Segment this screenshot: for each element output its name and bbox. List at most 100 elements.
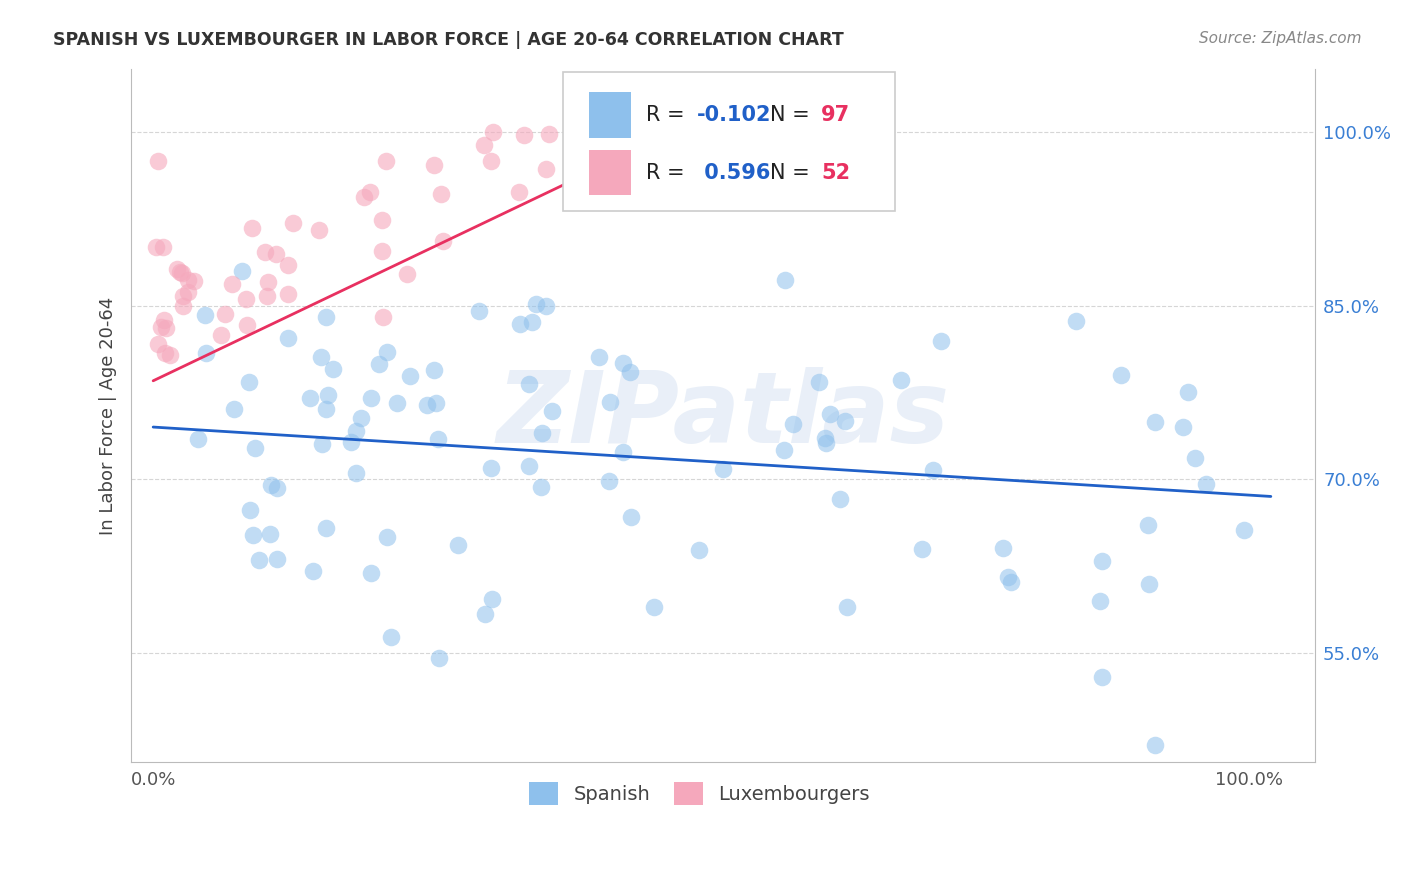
Text: 52: 52	[821, 162, 851, 183]
Point	[1143, 738, 1166, 752]
Point	[316, 388, 339, 402]
Point	[371, 310, 394, 324]
Point	[301, 564, 323, 578]
Point	[807, 376, 830, 390]
Point	[344, 424, 367, 438]
Point	[1139, 577, 1161, 591]
Point	[172, 266, 194, 280]
Point	[633, 174, 655, 188]
Point	[193, 308, 215, 322]
Text: Source: ZipAtlas.com: Source: ZipAtlas.com	[1198, 31, 1361, 46]
Point	[481, 592, 503, 607]
Point	[517, 459, 540, 474]
Point	[773, 273, 796, 287]
Point	[245, 441, 267, 455]
Point	[890, 373, 912, 387]
Point	[922, 463, 945, 477]
Point	[534, 162, 557, 177]
Point	[260, 478, 283, 492]
Point	[814, 431, 837, 445]
Legend: Spanish, Luxembourgers: Spanish, Luxembourgers	[519, 772, 880, 815]
Y-axis label: In Labor Force | Age 20-64: In Labor Force | Age 20-64	[100, 296, 117, 534]
Point	[152, 240, 174, 254]
Point	[172, 289, 194, 303]
Point	[837, 600, 859, 615]
Point	[820, 407, 842, 421]
Point	[214, 307, 236, 321]
Point	[1195, 477, 1218, 491]
Point	[259, 527, 281, 541]
Point	[613, 125, 636, 139]
Point	[997, 570, 1019, 584]
Point	[360, 391, 382, 405]
Point	[472, 138, 495, 153]
Point	[512, 128, 534, 142]
Point	[541, 404, 564, 418]
Text: N =: N =	[770, 105, 817, 125]
Point	[367, 357, 389, 371]
Point	[385, 396, 408, 410]
Point	[474, 607, 496, 621]
Point	[929, 334, 952, 349]
Point	[221, 277, 243, 291]
Point	[350, 411, 373, 425]
Point	[426, 432, 449, 446]
Point	[186, 433, 208, 447]
Point	[239, 502, 262, 516]
Text: R =: R =	[645, 162, 692, 183]
Point	[374, 154, 396, 169]
Point	[315, 521, 337, 535]
Point	[315, 310, 337, 324]
Point	[1000, 574, 1022, 589]
Point	[1066, 314, 1088, 328]
Point	[380, 630, 402, 644]
Point	[509, 318, 531, 332]
Point	[468, 303, 491, 318]
Point	[773, 442, 796, 457]
Point	[911, 541, 934, 556]
Point	[375, 530, 398, 544]
Text: SPANISH VS LUXEMBOURGER IN LABOR FORCE | AGE 20-64 CORRELATION CHART: SPANISH VS LUXEMBOURGER IN LABOR FORCE |…	[53, 31, 844, 49]
Point	[1088, 594, 1111, 608]
Point	[1091, 554, 1114, 568]
Point	[782, 417, 804, 432]
Point	[538, 127, 561, 141]
Point	[834, 414, 856, 428]
FancyBboxPatch shape	[589, 93, 631, 137]
Point	[266, 552, 288, 566]
Point	[177, 273, 200, 287]
Point	[308, 222, 330, 236]
Point	[146, 337, 169, 351]
Point	[256, 289, 278, 303]
Point	[530, 480, 553, 494]
Point	[238, 375, 260, 389]
Point	[236, 318, 259, 332]
Point	[482, 125, 505, 139]
Point	[315, 402, 337, 417]
Text: ZIPatlas: ZIPatlas	[496, 367, 949, 464]
Point	[1109, 368, 1132, 383]
Point	[359, 185, 381, 199]
Point	[520, 315, 543, 329]
Point	[311, 437, 333, 451]
Point	[530, 426, 553, 441]
Text: -0.102: -0.102	[697, 105, 772, 125]
Point	[177, 285, 200, 299]
Point	[149, 320, 172, 334]
Point	[517, 376, 540, 391]
Point	[159, 348, 181, 362]
Point	[169, 265, 191, 279]
Point	[432, 235, 454, 249]
Point	[711, 462, 734, 476]
Point	[479, 153, 502, 168]
Point	[524, 297, 547, 311]
Point	[183, 274, 205, 288]
Point	[153, 346, 176, 360]
Point	[565, 125, 588, 139]
Point	[613, 125, 636, 139]
Point	[283, 216, 305, 230]
Point	[423, 158, 446, 172]
Point	[353, 190, 375, 204]
Point	[1177, 384, 1199, 399]
Point	[155, 321, 177, 335]
